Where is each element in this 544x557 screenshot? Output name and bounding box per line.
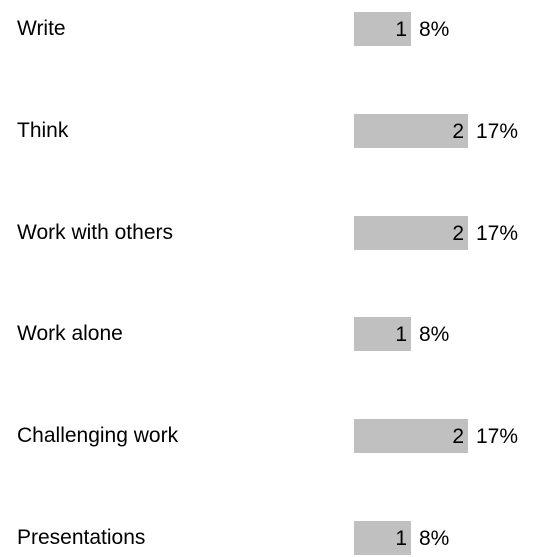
chart-row-think: Think 2 17% xyxy=(0,114,544,148)
category-label: Write xyxy=(17,17,66,40)
count-label: 1 xyxy=(395,323,407,346)
count-label: 2 xyxy=(452,120,464,143)
chart-row-write: Write 1 8% xyxy=(0,12,544,46)
percent-label: 17% xyxy=(476,120,519,143)
chart-row-presentations: Presentations 1 8% xyxy=(0,521,544,555)
percent-label: 17% xyxy=(476,425,519,448)
chart-row-work-with-others: Work with others 2 17% xyxy=(0,216,544,250)
category-label: Work alone xyxy=(17,322,123,345)
count-label: 2 xyxy=(452,222,464,245)
category-label: Presentations xyxy=(17,526,146,549)
bar-challenging-work xyxy=(354,419,468,453)
percent-label: 8% xyxy=(419,18,450,41)
category-label: Work with others xyxy=(17,221,173,244)
percent-label: 8% xyxy=(419,323,450,346)
percent-label: 17% xyxy=(476,222,519,245)
percent-label: 8% xyxy=(419,527,450,550)
count-label: 2 xyxy=(452,425,464,448)
category-label: Challenging work xyxy=(17,424,179,447)
category-label: Think xyxy=(17,119,69,142)
count-label: 1 xyxy=(395,527,407,550)
bar-work-alone xyxy=(354,317,411,351)
bar-work-with-others xyxy=(354,216,468,250)
chart-row-challenging-work: Challenging work 2 17% xyxy=(0,419,544,453)
count-label: 1 xyxy=(395,18,407,41)
bar-think xyxy=(354,114,468,148)
chart-row-work-alone: Work alone 1 8% xyxy=(0,317,544,351)
bar-write xyxy=(354,12,411,46)
